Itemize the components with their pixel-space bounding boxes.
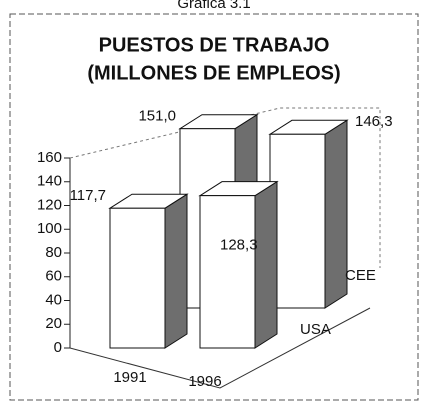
bar: [269, 133, 326, 309]
floor: [69, 307, 371, 389]
x-tick-label: 1996: [188, 373, 221, 390]
value-label: 128,3: [220, 237, 258, 254]
bar: [199, 195, 256, 349]
y-tick-label: 40: [45, 291, 62, 308]
y-tick-label: 0: [54, 339, 62, 356]
back-wall: [69, 107, 381, 268]
y-tick-label: 120: [37, 196, 62, 213]
y-tick-label: 160: [37, 149, 62, 166]
y-tick-label: 140: [37, 173, 62, 190]
legend-label: USA: [300, 321, 331, 338]
chart-header: Gráfica 3.1: [177, 0, 250, 12]
value-label: 151,0: [138, 108, 176, 125]
chart-title: PUESTOS DE TRABAJO: [99, 34, 330, 56]
bar-side: [324, 119, 348, 309]
chart-subtitle: (MILLONES DE EMPLEOS): [87, 62, 340, 84]
legend-label: CEE: [345, 267, 376, 284]
y-tick-label: 20: [45, 315, 62, 332]
bar-side: [164, 193, 188, 349]
value-label: 117,7: [70, 187, 106, 204]
y-tick-label: 60: [45, 268, 62, 285]
bar-side: [254, 180, 278, 349]
y-tick-label: 100: [37, 220, 62, 237]
y-tick-label: 80: [45, 244, 62, 261]
bar: [109, 207, 166, 349]
x-tick-label: 1991: [113, 369, 146, 386]
value-label: 146,3: [355, 113, 393, 130]
frame: [9, 13, 419, 401]
